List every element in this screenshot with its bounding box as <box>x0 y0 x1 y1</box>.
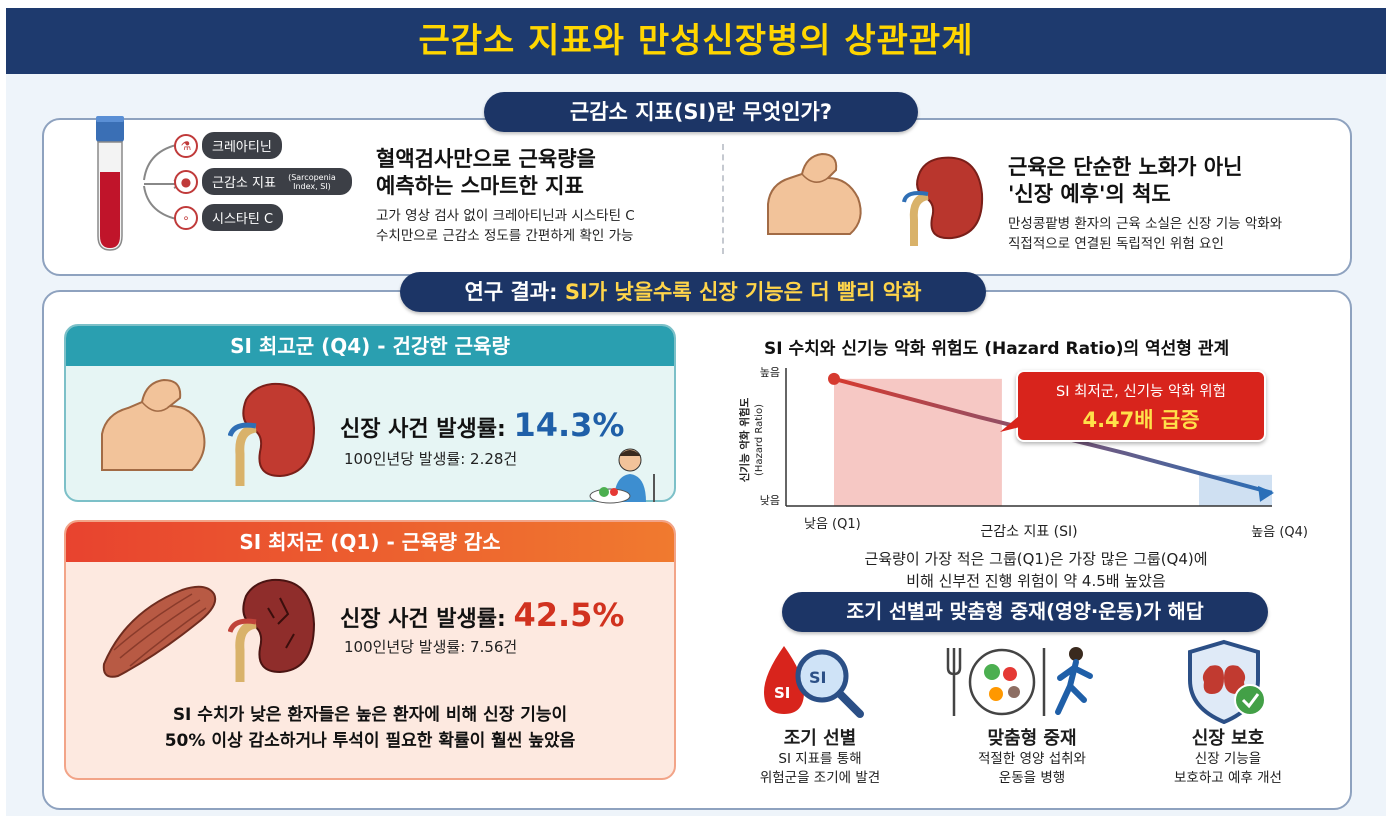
left-heading-2: 예측하는 스마트한 지표 <box>376 174 584 198</box>
screening-icon: SI SI <box>764 646 864 718</box>
right-text-1: 만성콩팥병 환자의 근육 소실은 신장 기능 악화와 <box>1008 216 1283 232</box>
si-drop-text: SI <box>774 684 790 702</box>
chart-annotation: SI 최저군, 신기능 악화 위험 4.47배 급증 <box>1016 370 1266 442</box>
x-tick-low: 낮음 (Q1) <box>804 517 861 532</box>
q4-sub: 100인년당 발생률: 2.28건 <box>344 450 518 468</box>
callout-cystatin: ∘ 시스타틴 C <box>174 204 284 231</box>
left-text-1: 고가 영상 검사 없이 크레아티닌과 시스타틴 C <box>376 208 635 224</box>
blood-drop-icon: ● <box>174 169 198 194</box>
right-text-2: 직접적으로 연결된 독립적인 위험 요인 <box>1008 236 1224 252</box>
healthy-kidney-icon <box>228 382 316 486</box>
y-axis-label: 신기능 악화 위험도 <box>738 397 751 482</box>
q4-header: SI 최고군 (Q4) - 건강한 근육량 <box>66 326 674 366</box>
damaged-kidney-icon <box>228 578 316 682</box>
protection-sub: 신장 기능을 보호하고 예후 개선 <box>1174 751 1282 786</box>
si-lens-text: SI <box>809 668 826 687</box>
q1-sub: 100인년당 발생률: 7.56건 <box>344 638 518 656</box>
right-heading-1: 근육은 단순한 노화가 아닌 <box>1008 155 1243 179</box>
data-point-q1 <box>828 372 840 385</box>
molecule-icon: ∘ <box>174 205 198 230</box>
x-tick-high: 높음 (Q4) <box>1251 525 1308 540</box>
line-arrowhead <box>1258 485 1274 502</box>
flexed-arm-icon <box>101 378 206 471</box>
q1-band <box>834 378 1002 506</box>
intervention-label: 맞춤형 중재 <box>987 728 1077 749</box>
flexed-arm-icon <box>767 152 862 235</box>
chart-title: SI 수치와 신기능 악화 위험도 (Hazard Ratio)의 역선형 관계 <box>764 339 1230 359</box>
q1-header: SI 최저군 (Q1) - 근육량 감소 <box>66 522 674 562</box>
divider <box>722 144 724 254</box>
solution-pill: 조기 선별과 맞춤형 중재(영양·운동)가 해답 <box>782 592 1268 632</box>
title-bar: 근감소 지표와 만성신장병의 상관관계 <box>6 8 1386 74</box>
q1-panel: SI 최저군 (Q1) - 근육량 감소 <box>64 520 676 780</box>
left-heading-1: 혈액검사만으로 근육량을 <box>376 147 596 171</box>
results-pill: 연구 결과: SI가 낮을수록 신장 기능은 더 빨리 악화 <box>400 272 986 312</box>
q4-rate: 신장 사건 발생률: 14.3% <box>340 406 625 444</box>
annotation-pointer <box>1000 410 1026 432</box>
protection-label: 신장 보호 <box>1191 728 1265 749</box>
blood-tube-icon <box>96 116 124 251</box>
page-title: 근감소 지표와 만성신장병의 상관관계 <box>418 21 974 61</box>
infographic: 근감소 지표와 만성신장병의 상관관계 근감소 지표(SI)란 무엇인가? ⚗ … <box>6 8 1386 816</box>
person-eating-icon <box>589 448 655 504</box>
y-tick-high: 높음 <box>760 366 780 379</box>
y-axis-label-sub: (Hazard Ratio) <box>754 404 765 476</box>
screening-label: 조기 선별 <box>783 728 857 749</box>
q1-note: SI 수치가 낮은 환자들은 높은 환자에 비해 신장 기능이 50% 이상 감… <box>164 705 576 751</box>
flask-icon: ⚗ <box>174 133 198 158</box>
screening-sub: SI 지표를 통해 위험군을 조기에 발견 <box>759 751 881 786</box>
intervention-sub: 적절한 영양 섭취와 운동을 병행 <box>978 751 1086 786</box>
right-heading-2: '신장 예후'의 척도 <box>1008 182 1171 206</box>
si-definition-pill: 근감소 지표(SI)란 무엇인가? <box>484 92 918 132</box>
x-axis-label: 근감소 지표 (SI) <box>980 524 1077 540</box>
kidney-icon <box>902 156 984 246</box>
q1-rate: 신장 사건 발생률: 42.5% <box>340 596 625 634</box>
callout-si: ● 근감소 지표 (Sarcopenia Index, SI) <box>174 168 352 195</box>
y-tick-low: 낮음 <box>760 494 780 507</box>
shield-kidney-icon <box>1188 639 1266 724</box>
nutrition-exercise-icon <box>946 647 1093 716</box>
callout-creatinine: ⚗ 크레아티닌 <box>174 132 282 159</box>
chart-caption: 근육량이 가장 적은 그룹(Q1)은 가장 많은 그룹(Q4)에 비해 신부전 … <box>864 550 1208 590</box>
left-text-2: 수치만으로 근감소 정도를 간편하게 확인 가능 <box>376 228 634 244</box>
muscle-icon <box>102 585 217 678</box>
